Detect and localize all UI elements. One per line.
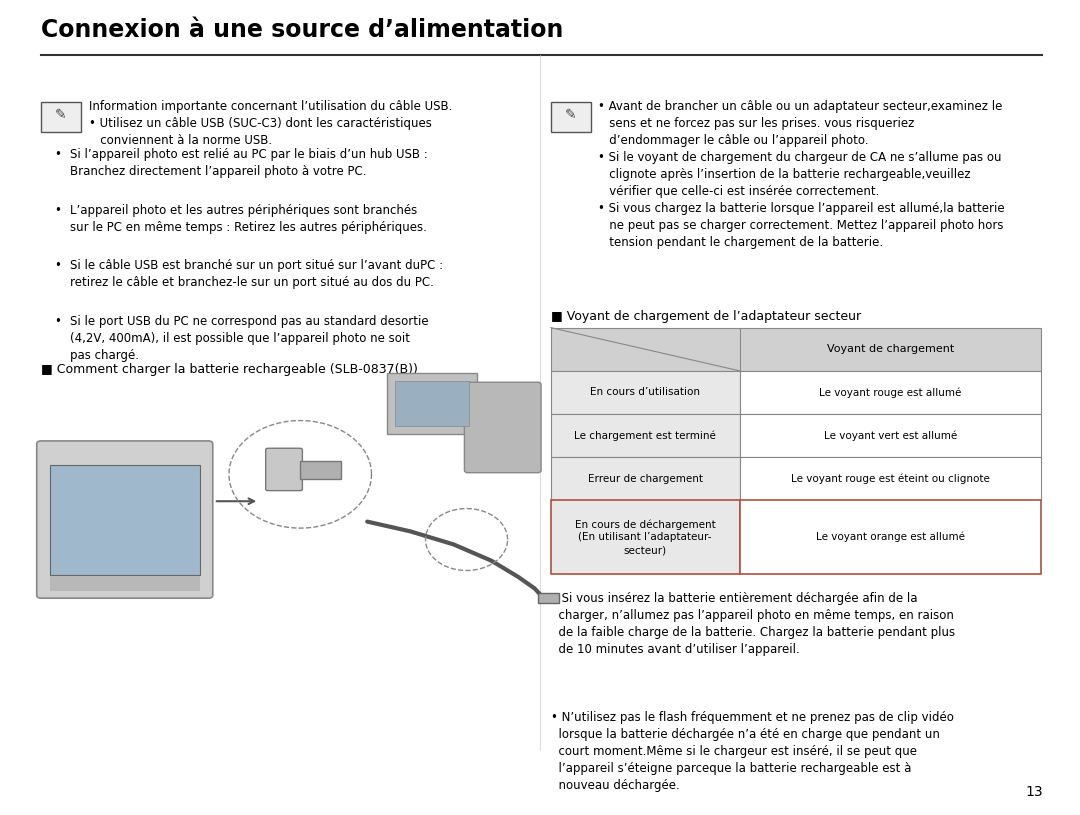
FancyBboxPatch shape <box>464 382 541 473</box>
Text: Si le port USB du PC ne correspond pas au standard desortie
(4,2V, 400mA), il es: Si le port USB du PC ne correspond pas a… <box>70 315 429 362</box>
FancyBboxPatch shape <box>740 414 1041 457</box>
Text: ■ Voyant de chargement de l’adaptateur secteur: ■ Voyant de chargement de l’adaptateur s… <box>551 310 861 323</box>
FancyBboxPatch shape <box>387 373 477 434</box>
FancyBboxPatch shape <box>551 328 1041 371</box>
Text: • Avant de brancher un câble ou un adaptateur secteur,examinez le
   sens et ne : • Avant de brancher un câble ou un adapt… <box>598 100 1005 249</box>
FancyBboxPatch shape <box>538 593 559 603</box>
FancyBboxPatch shape <box>740 371 1041 414</box>
FancyBboxPatch shape <box>551 457 740 500</box>
Text: Information importante concernant l’utilisation du câble USB.
• Utilisez un câbl: Information importante concernant l’util… <box>89 100 453 148</box>
FancyBboxPatch shape <box>50 576 200 591</box>
Text: ■ Comment charger la batterie rechargeable (SLB-0837(B)): ■ Comment charger la batterie rechargeab… <box>41 363 418 376</box>
Text: SAMSUNG: SAMSUNG <box>111 581 138 586</box>
Text: • Si vous insérez la batterie entièrement déchargée afin de la
  charger, n’allu: • Si vous insérez la batterie entièremen… <box>551 592 955 656</box>
FancyBboxPatch shape <box>551 371 740 414</box>
Text: Voyant de chargement: Voyant de chargement <box>826 344 954 355</box>
FancyBboxPatch shape <box>551 102 591 132</box>
Text: Connexion à une source d’alimentation: Connexion à une source d’alimentation <box>41 19 564 42</box>
FancyBboxPatch shape <box>266 448 302 491</box>
Text: •: • <box>54 315 60 328</box>
Text: Le voyant rouge est éteint ou clignote: Le voyant rouge est éteint ou clignote <box>791 474 989 484</box>
Text: Le chargement est terminé: Le chargement est terminé <box>575 430 716 441</box>
Text: Si le câble USB est branché sur un port situé sur l’avant duPC :
retirez le câbl: Si le câble USB est branché sur un port … <box>70 259 443 289</box>
Text: Le voyant rouge est allumé: Le voyant rouge est allumé <box>819 387 961 398</box>
FancyBboxPatch shape <box>41 102 81 132</box>
FancyBboxPatch shape <box>300 461 341 479</box>
Text: •: • <box>54 204 60 217</box>
Text: •: • <box>54 259 60 272</box>
Text: Si l’appareil photo est relié au PC par le biais d’un hub USB :
Branchez directe: Si l’appareil photo est relié au PC par … <box>70 148 428 178</box>
FancyBboxPatch shape <box>37 441 213 598</box>
Text: • N’utilisez pas le flash fréquemment et ne prenez pas de clip vidéo
  lorsque l: • N’utilisez pas le flash fréquemment et… <box>551 711 954 791</box>
FancyBboxPatch shape <box>740 457 1041 500</box>
Text: •: • <box>54 148 60 161</box>
Text: L’appareil photo et les autres périphériques sont branchés
sur le PC en même tem: L’appareil photo et les autres périphéri… <box>70 204 427 234</box>
Text: ✎: ✎ <box>55 108 67 122</box>
Text: Le voyant vert est allumé: Le voyant vert est allumé <box>824 430 957 441</box>
FancyBboxPatch shape <box>551 500 740 574</box>
Text: 13: 13 <box>1026 785 1043 799</box>
FancyBboxPatch shape <box>740 500 1041 574</box>
Text: En cours d’utilisation: En cours d’utilisation <box>590 387 700 398</box>
Text: ✎: ✎ <box>565 108 577 122</box>
Text: En cours de déchargement
(En utilisant l’adaptateur-
secteur): En cours de déchargement (En utilisant l… <box>575 519 716 555</box>
Text: Erreur de chargement: Erreur de chargement <box>588 474 703 484</box>
FancyBboxPatch shape <box>551 414 740 457</box>
FancyBboxPatch shape <box>395 381 469 426</box>
FancyBboxPatch shape <box>50 465 200 575</box>
Text: Le voyant orange est allumé: Le voyant orange est allumé <box>815 532 964 542</box>
